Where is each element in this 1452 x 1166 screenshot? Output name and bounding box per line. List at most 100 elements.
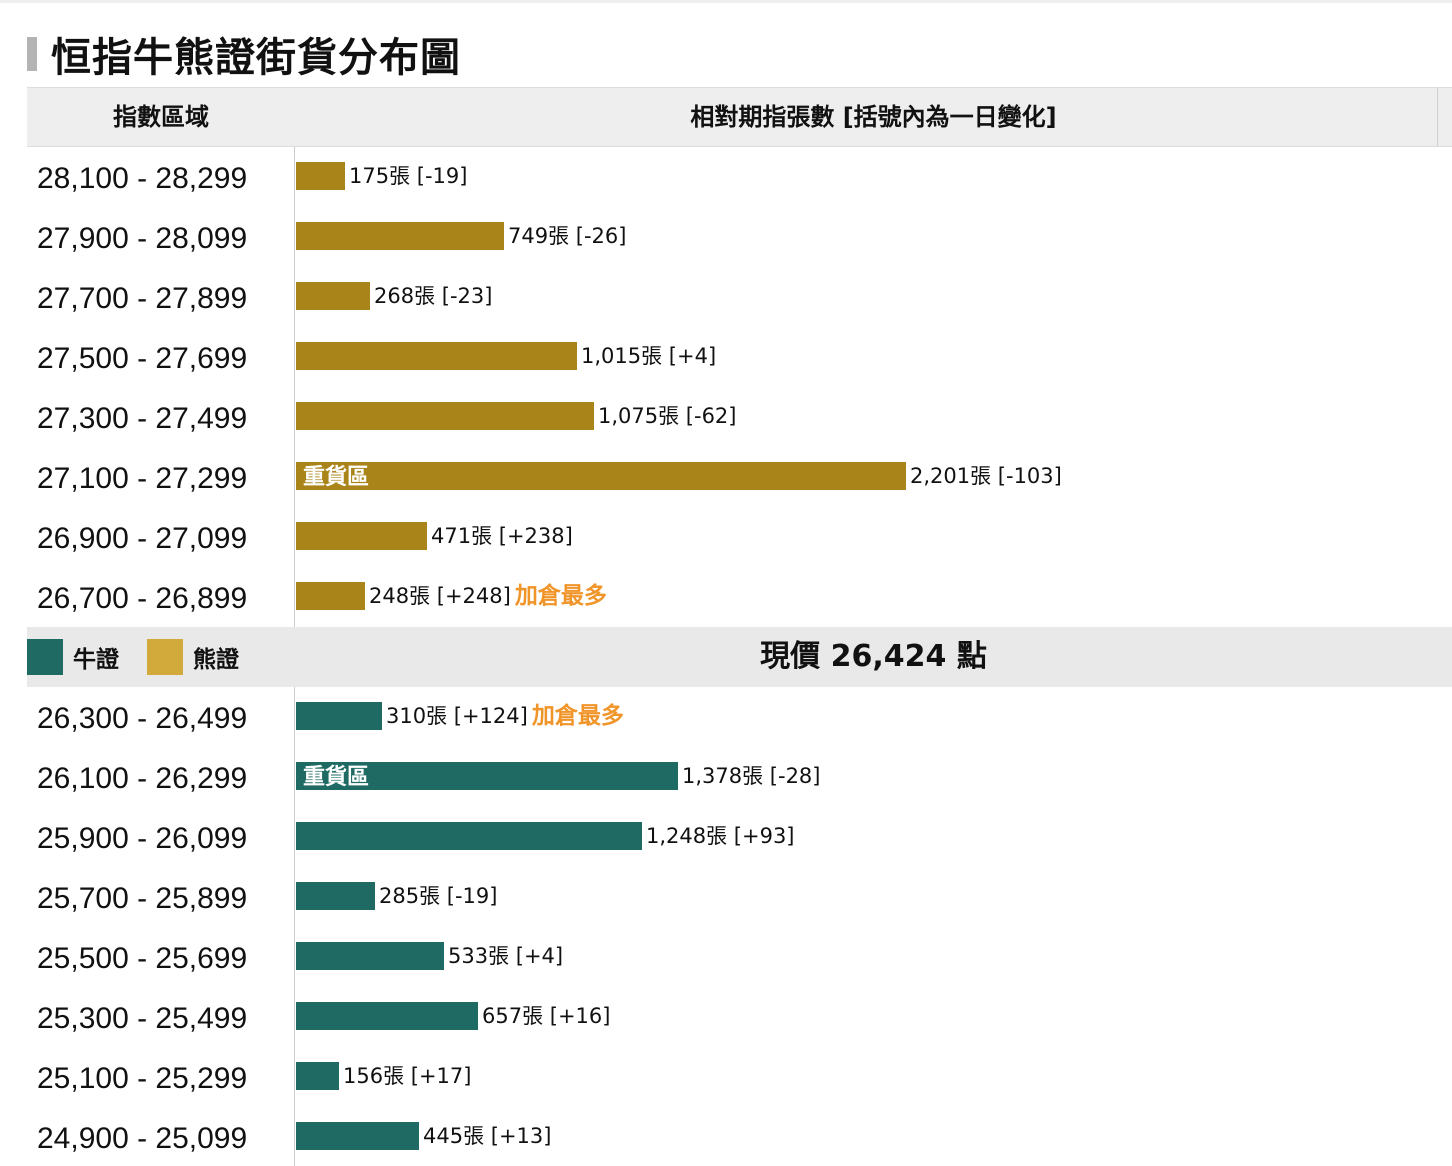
range-label: 27,300 - 27,499 (37, 402, 248, 435)
bull-legend-label: 牛證 (73, 647, 119, 673)
value-text: 175張 [-19] (349, 164, 468, 188)
range-label: 25,100 - 25,299 (37, 1062, 248, 1095)
bar-value-label: 2,201張 [-103] (910, 461, 1062, 491)
chart-title-block: 恒指牛熊證街貨分布圖 (27, 30, 461, 81)
value-text: 749張 [-26] (508, 224, 627, 248)
bar-value-label: 1,378張 [-28] (682, 761, 820, 791)
range-label: 25,900 - 26,099 (37, 822, 248, 855)
table-row: 27,500 - 27,699 1,015張 [+4] (27, 327, 1452, 387)
value-text: 533張 [+4] (448, 944, 564, 968)
value-text: 657張 [+16] (482, 1004, 611, 1028)
bar-value-label: 248張 [+248] 加倉最多 (369, 581, 607, 611)
value-text: 1,015張 [+4] (581, 344, 717, 368)
range-label: 26,300 - 26,499 (37, 702, 248, 735)
most-added-tag: 加倉最多 (531, 703, 624, 729)
bear-bar (296, 222, 504, 250)
bar-value-label: 1,248張 [+93] (646, 821, 795, 851)
range-label: 27,500 - 27,699 (37, 342, 248, 375)
value-text: 445張 [+13] (423, 1124, 552, 1148)
bull-bar (296, 882, 375, 910)
bear-bar (296, 162, 345, 190)
value-text: 156張 [+17] (343, 1064, 472, 1088)
bar-value-label: 175張 [-19] (349, 161, 467, 191)
value-text: 471張 [+238] (431, 524, 573, 548)
bear-bar: 重貨區 (296, 462, 906, 490)
table-row: 27,100 - 27,299 重貨區 2,201張 [-103] (27, 447, 1452, 507)
heavy-zone-label: 重貨區 (303, 465, 370, 490)
value-text: 268張 [-23] (374, 284, 493, 308)
bear-bar (296, 522, 427, 550)
heavy-zone-label: 重貨區 (303, 765, 370, 790)
bar-value-label: 310張 [+124] 加倉最多 (386, 701, 624, 731)
range-label: 26,900 - 27,099 (37, 522, 248, 555)
bull-bar (296, 942, 444, 970)
bar-value-label: 156張 [+17] (343, 1061, 471, 1091)
table-row: 27,300 - 27,499 1,075張 [-62] (27, 387, 1452, 447)
bear-legend-label: 熊證 (193, 647, 239, 673)
range-label: 27,900 - 28,099 (37, 222, 248, 255)
bull-bar: 重貨區 (296, 762, 678, 790)
range-label: 24,900 - 25,099 (37, 1122, 248, 1155)
range-label: 27,100 - 27,299 (37, 462, 248, 495)
top-rule (0, 0, 1452, 3)
table-row: 25,300 - 25,499 657張 [+16] (27, 987, 1452, 1047)
range-label: 26,700 - 26,899 (37, 582, 248, 615)
table-header: 指數區域 相對期指張數 [括號內為一日變化] (27, 87, 1452, 147)
value-text: 2,201張 [-103] (910, 464, 1062, 488)
title-accent-bar (27, 37, 37, 71)
bar-value-label: 268張 [-23] (374, 281, 492, 311)
bull-bar (296, 702, 382, 730)
table-row: 26,900 - 27,099 471張 [+238] (27, 507, 1452, 567)
bar-value-label: 1,015張 [+4] (581, 341, 716, 371)
range-label: 28,100 - 28,299 (37, 162, 248, 195)
bar-value-label: 285張 [-19] (379, 881, 497, 911)
bar-value-label: 749張 [-26] (508, 221, 626, 251)
table-row: 25,900 - 26,099 1,248張 [+93] (27, 807, 1452, 867)
range-label: 26,100 - 26,299 (37, 762, 248, 795)
table-row: 25,700 - 25,899 285張 [-19] (27, 867, 1452, 927)
value-text: 1,248張 [+93] (646, 824, 795, 848)
header-range-column: 指數區域 (113, 103, 209, 131)
axis-line (294, 147, 295, 627)
distribution-table: 指數區域 相對期指張數 [括號內為一日變化] 28,100 - 28,299 17… (27, 87, 1452, 1166)
table-row: 26,100 - 26,299 重貨區 1,378張 [-28] (27, 747, 1452, 807)
table-row: 27,900 - 28,099 749張 [-26] (27, 207, 1452, 267)
bull-bar (296, 822, 642, 850)
bear-section: 28,100 - 28,299 175張 [-19] 27,900 - 28,099… (27, 147, 1452, 627)
bull-section: 26,300 - 26,499 310張 [+124] 加倉最多 26,100 - 2… (27, 687, 1452, 1166)
range-label: 25,700 - 25,899 (37, 882, 248, 915)
table-row: 26,700 - 26,899 248張 [+248] 加倉最多 (27, 567, 1452, 627)
value-text: 285張 [-19] (379, 884, 498, 908)
value-text: 1,075張 [-62] (598, 404, 737, 428)
bar-value-label: 657張 [+16] (482, 1001, 610, 1031)
most-added-tag: 加倉最多 (514, 583, 607, 609)
legend-price-row: 牛證 熊證 現價 26,424 點 (27, 627, 1452, 687)
current-price: 現價 26,424 點 (760, 639, 987, 674)
value-text: 1,378張 [-28] (682, 764, 821, 788)
bar-value-label: 533張 [+4] (448, 941, 563, 971)
header-edge-line (1437, 88, 1438, 146)
range-label: 25,500 - 25,699 (37, 942, 248, 975)
legend: 牛證 熊證 (27, 627, 239, 687)
value-text: 248張 [+248] (369, 584, 511, 608)
value-text: 310張 [+124] (386, 704, 528, 728)
bear-bar (296, 342, 577, 370)
header-count-column: 相對期指張數 [括號內為一日變化] (690, 103, 1057, 131)
table-row: 27,700 - 27,899 268張 [-23] (27, 267, 1452, 327)
bar-value-label: 1,075張 [-62] (598, 401, 736, 431)
table-row: 25,100 - 25,299 156張 [+17] (27, 1047, 1452, 1107)
bull-legend-swatch (27, 639, 63, 675)
table-row: 28,100 - 28,299 175張 [-19] (27, 147, 1452, 207)
bull-bar (296, 1062, 339, 1090)
table-row: 25,500 - 25,699 533張 [+4] (27, 927, 1452, 987)
bear-bar (296, 402, 594, 430)
bear-bar (296, 582, 365, 610)
axis-line (294, 687, 295, 1166)
range-label: 27,700 - 27,899 (37, 282, 248, 315)
bull-bar (296, 1122, 419, 1150)
bar-value-label: 471張 [+238] (431, 521, 573, 551)
chart-title: 恒指牛熊證街貨分布圖 (51, 35, 461, 81)
range-label: 25,300 - 25,499 (37, 1002, 248, 1035)
bear-bar (296, 282, 370, 310)
bear-legend-swatch (147, 639, 183, 675)
